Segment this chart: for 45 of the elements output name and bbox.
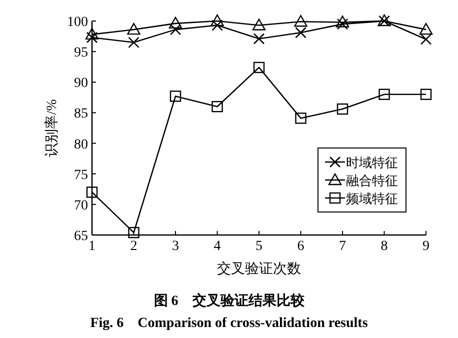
point	[210, 14, 224, 26]
point	[86, 186, 98, 198]
caption: 图 6 交叉验证结果比较	[154, 292, 306, 309]
x-tick-label: 9	[422, 239, 430, 254]
legend-label: 时域特征	[346, 155, 398, 170]
y-tick-label: 90	[74, 76, 88, 92]
x-tick-label: 2	[130, 239, 138, 254]
y-tick-label: 75	[74, 168, 88, 183]
point	[295, 112, 306, 124]
y-tick-label: 80	[74, 137, 88, 152]
y-axis-title: 识别率/%	[44, 98, 60, 157]
point	[128, 36, 140, 48]
x-tick-label: 6	[297, 239, 304, 254]
x-tick-label: 7	[339, 239, 346, 254]
point	[295, 26, 306, 38]
y-tick-label: 95	[74, 46, 88, 61]
x-tick-label: 8	[380, 239, 388, 254]
x-axis-title: 交叉验证次数	[217, 261, 301, 277]
point	[253, 62, 265, 74]
point	[127, 22, 140, 35]
point	[419, 22, 433, 35]
point	[253, 33, 265, 44]
point	[212, 101, 223, 112]
y-tick-label: 100	[67, 15, 88, 30]
x-tick-label: 1	[88, 239, 96, 254]
legend-label: 融合特征	[346, 173, 398, 188]
x-tick-label: 3	[172, 239, 179, 254]
y-tick-label: 85	[74, 106, 88, 122]
point	[336, 16, 350, 28]
x-tick-label: 4	[214, 239, 221, 254]
point	[128, 226, 140, 238]
y-tick-label: 70	[74, 198, 88, 214]
x-tick-label: 5	[256, 239, 262, 254]
point	[252, 18, 266, 30]
point	[378, 88, 390, 100]
y-tick-label: 65	[74, 229, 88, 244]
point	[168, 16, 182, 29]
point	[336, 103, 348, 115]
legend-label: 频域特征	[346, 191, 398, 206]
point	[170, 90, 182, 102]
caption: Fig. 6 Comparison of cross-validation results	[90, 316, 368, 331]
point	[85, 28, 99, 40]
point	[420, 88, 432, 100]
point	[294, 15, 308, 27]
point	[420, 34, 432, 45]
